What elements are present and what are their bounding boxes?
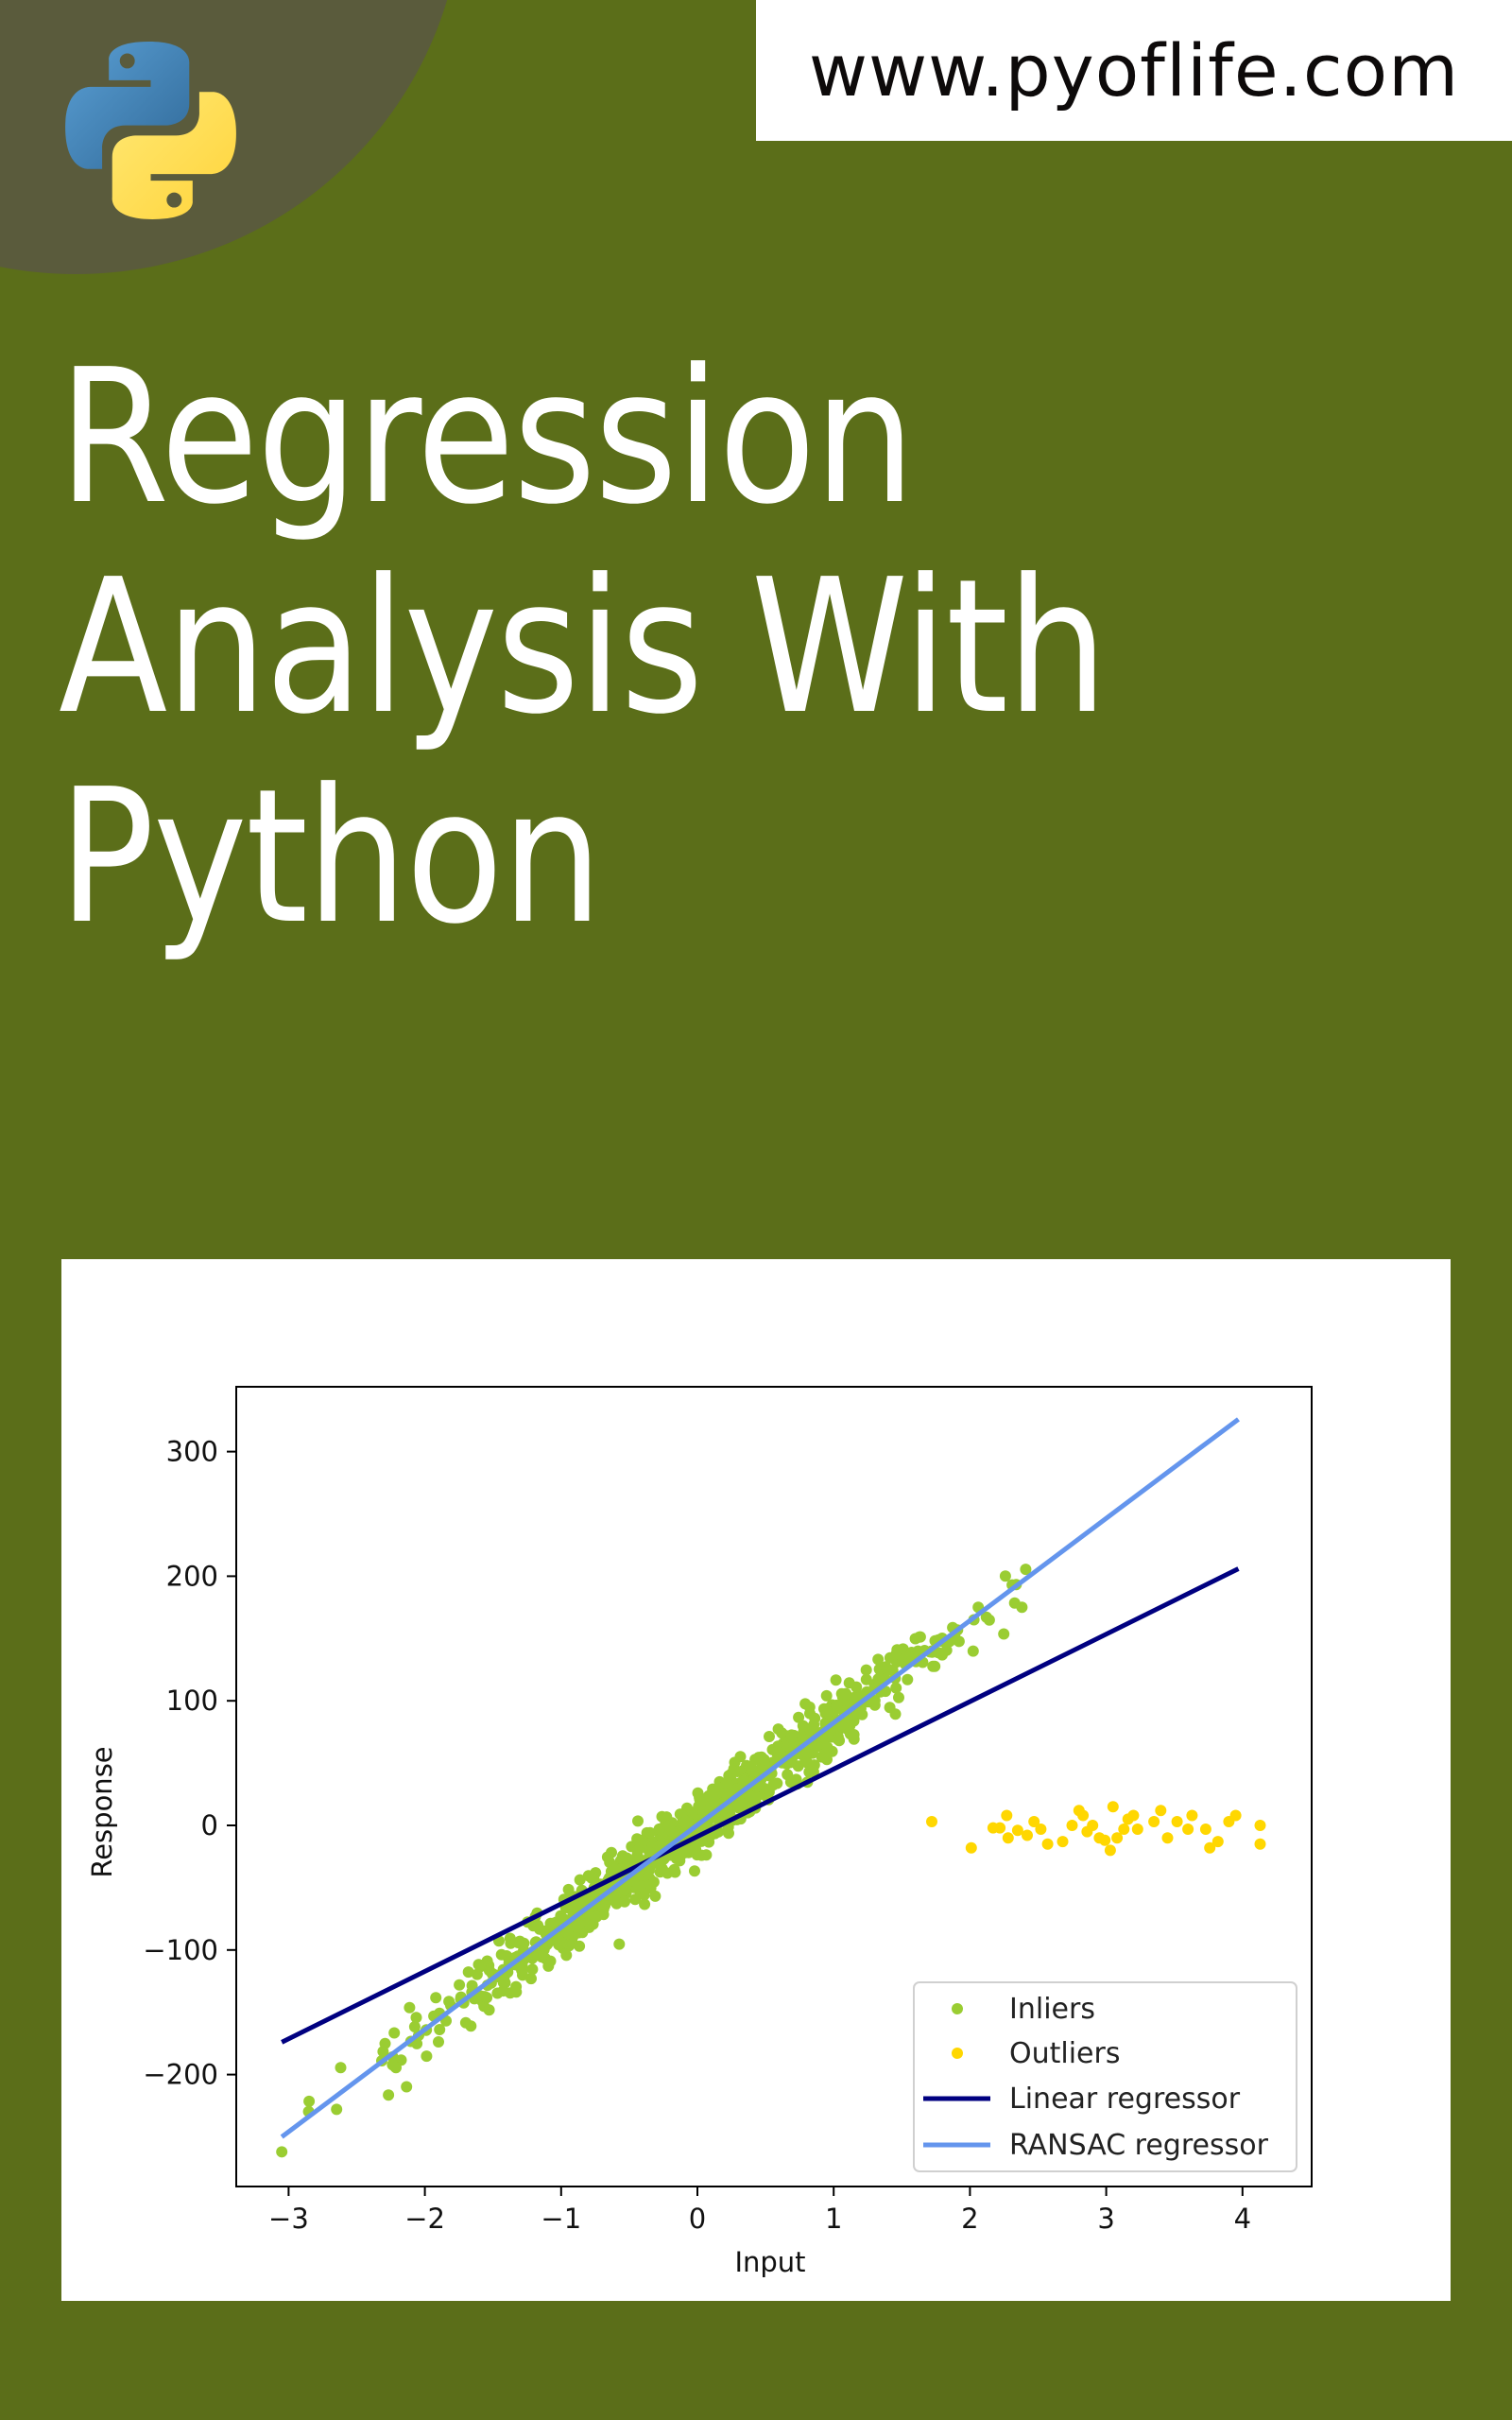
site-banner: www.pyoflife.com [756,0,1512,141]
x-axis: −3 −2 −1 0 1 2 3 4 [268,2187,1251,2235]
chart-card: −3 −2 −1 0 1 2 3 4 300 200 100 0 −100 −200 Input Res… [61,1259,1451,2301]
y-tick-label: −200 [143,2059,218,2091]
page-title: Regression Analysis With Python [59,333,1476,962]
site-url[interactable]: www.pyoflife.com [808,28,1460,112]
legend-linear-label: Linear regressor [1009,2083,1241,2116]
x-tick-label: −1 [541,2203,581,2235]
x-tick-label: 1 [825,2203,842,2235]
ransac-regressor-line [280,1417,1240,2139]
scatter-chart: −3 −2 −1 0 1 2 3 4 300 200 100 0 −100 −200 Input Res… [86,1386,1313,2278]
legend-ransac-label: RANSAC regressor [1009,2129,1269,2162]
legend: Inliers Outliers Linear regressor RANSAC… [913,1981,1297,2172]
x-tick-label: 3 [1097,2203,1114,2235]
x-tick-label: −2 [404,2203,445,2235]
x-axis-label: Input [734,2246,805,2278]
python-logo-icon [65,42,236,219]
title-line-3: Python [59,750,603,965]
x-tick-label: 0 [689,2203,706,2235]
regression-lines [280,1417,1240,2139]
title-line-1: Regression [59,330,916,545]
y-tick-label: 100 [166,1685,218,1717]
y-tick-label: 0 [201,1809,218,1841]
x-tick-label: 2 [961,2203,978,2235]
linear-regressor-line [281,1566,1240,2045]
x-tick-label: −3 [268,2203,309,2235]
legend-outliers-label: Outliers [1009,2037,1120,2070]
y-axis-label: Response [86,1746,118,1877]
plot-frame [235,1386,1313,2187]
legend-inliers-label: Inliers [1009,1993,1095,2026]
legend-inliers-marker [952,2003,963,2014]
outlier-points [926,1801,1266,1857]
y-tick-label: 300 [166,1436,218,1468]
title-line-2: Analysis With [59,540,1108,755]
y-tick-label: 200 [166,1560,218,1592]
x-tick-label: 4 [1234,2203,1251,2235]
y-tick-label: −100 [143,1934,218,1966]
legend-outliers-marker [952,2048,963,2059]
y-axis: 300 200 100 0 −100 −200 [143,1436,236,2091]
